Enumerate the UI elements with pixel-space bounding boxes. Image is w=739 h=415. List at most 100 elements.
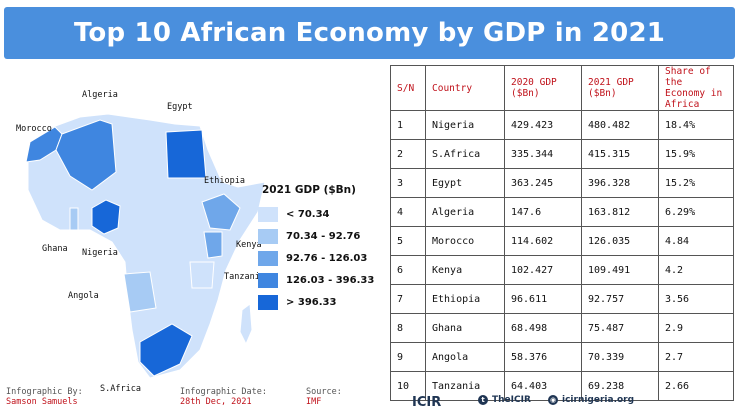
cell-gdp-2020: 363.245 <box>504 168 582 198</box>
cell-sn: 9 <box>390 342 426 372</box>
africa-map: Algeria Egypt Morocco Ethiopia Ghana Nig… <box>0 62 390 394</box>
cell-gdp-2021: 396.328 <box>581 168 659 198</box>
cell-sn: 4 <box>390 197 426 227</box>
title-banner: Top 10 African Economy by GDP in 2021 <box>4 7 735 59</box>
cell-country: Morocco <box>425 226 505 256</box>
cell-share: 6.29% <box>658 197 734 227</box>
cell-share: 2.9 <box>658 313 734 343</box>
label-ghana: Ghana <box>42 244 68 254</box>
legend-item: 126.03 - 396.33 <box>258 269 388 291</box>
header-country: Country <box>425 65 505 111</box>
legend-label: > 396.33 <box>286 296 337 308</box>
cell-country: Ethiopia <box>425 284 505 314</box>
cell-share: 4.84 <box>658 226 734 256</box>
legend-swatch <box>258 206 278 222</box>
table-row: 3 Egypt 363.245 396.328 15.2% <box>390 168 734 198</box>
region-tanzania <box>189 261 215 289</box>
region-ethiopia <box>201 193 241 231</box>
cell-gdp-2020: 58.376 <box>504 342 582 372</box>
label-nigeria: Nigeria <box>82 248 118 258</box>
twitter-handle: TheICIR <box>492 395 531 405</box>
region-kenya <box>203 231 223 259</box>
cell-gdp-2021: 163.812 <box>581 197 659 227</box>
table-row: 8 Ghana 68.498 75.487 2.9 <box>390 313 734 343</box>
footer-source: Source: IMF <box>306 387 342 407</box>
table-row: 9 Angola 58.376 70.339 2.7 <box>390 342 734 372</box>
header-gdp-2020: 2020 GDP ($Bn) <box>504 65 582 111</box>
page-title: Top 10 African Economy by GDP in 2021 <box>73 18 666 48</box>
table-row: 4 Algeria 147.6 163.812 6.29% <box>390 197 734 227</box>
legend-label: 126.03 - 396.33 <box>286 274 375 286</box>
cell-sn: 5 <box>390 226 426 256</box>
cell-gdp-2020: 68.498 <box>504 313 582 343</box>
legend-item: > 396.33 <box>258 291 388 313</box>
table-row: 5 Morocco 114.602 126.035 4.84 <box>390 226 734 256</box>
table-row: 1 Nigeria 429.423 480.482 18.4% <box>390 110 734 140</box>
legend-swatch <box>258 250 278 266</box>
cell-country: Algeria <box>425 197 505 227</box>
cell-country: Egypt <box>425 168 505 198</box>
cell-share: 3.56 <box>658 284 734 314</box>
cell-gdp-2020: 64.403 <box>504 371 582 401</box>
cell-country: Tanzania <box>425 371 505 401</box>
footer-date-label: Infographic Date: <box>180 387 267 397</box>
cell-sn: 10 <box>390 371 426 401</box>
cell-gdp-2021: 126.035 <box>581 226 659 256</box>
legend-swatch <box>258 294 278 310</box>
brand-website[interactable]: ◉ icirnigeria.org <box>548 395 634 405</box>
cell-share: 2.7 <box>658 342 734 372</box>
legend-swatch <box>258 272 278 288</box>
label-angola: Angola <box>68 291 99 301</box>
madagascar <box>239 303 253 346</box>
region-egypt <box>165 129 207 179</box>
legend-title: 2021 GDP ($Bn) <box>262 184 356 196</box>
africa-map-svg <box>25 113 266 379</box>
region-ghana <box>69 207 79 231</box>
header-sn: S/N <box>390 65 426 111</box>
header-gdp-2021: 2021 GDP ($Bn) <box>581 65 659 111</box>
cell-country: Kenya <box>425 255 505 285</box>
cell-gdp-2021: 75.487 <box>581 313 659 343</box>
table-row: 2 S.Africa 335.344 415.315 15.9% <box>390 139 734 169</box>
table-header-row: S/N Country 2020 GDP ($Bn) 2021 GDP ($Bn… <box>390 65 734 111</box>
label-egypt: Egypt <box>167 102 193 112</box>
cell-gdp-2020: 114.602 <box>504 226 582 256</box>
footer-author-label: Infographic By: <box>6 387 83 397</box>
table-row: 6 Kenya 102.427 109.491 4.2 <box>390 255 734 285</box>
table-row: 10 Tanzania 64.403 69.238 2.66 <box>390 371 734 401</box>
cell-gdp-2020: 147.6 <box>504 197 582 227</box>
legend-label: < 70.34 <box>286 208 330 220</box>
cell-sn: 7 <box>390 284 426 314</box>
region-angola <box>123 271 157 313</box>
footer-source-value: IMF <box>306 397 322 407</box>
cell-sn: 6 <box>390 255 426 285</box>
cell-sn: 3 <box>390 168 426 198</box>
cell-share: 4.2 <box>658 255 734 285</box>
label-algeria: Algeria <box>82 90 118 100</box>
cell-gdp-2021: 480.482 <box>581 110 659 140</box>
twitter-icon: t <box>478 395 488 405</box>
brand-twitter[interactable]: t TheICIR <box>478 395 531 405</box>
label-kenya: Kenya <box>236 240 262 250</box>
footer-date: Infographic Date: 28th Dec, 2021 <box>180 387 267 407</box>
table-row: 7 Ethiopia 96.611 92.757 3.56 <box>390 284 734 314</box>
cell-gdp-2020: 102.427 <box>504 255 582 285</box>
label-s-africa: S.Africa <box>100 384 141 394</box>
footer-date-value: 28th Dec, 2021 <box>180 397 252 407</box>
legend-label: 92.76 - 126.03 <box>286 252 368 264</box>
cell-gdp-2020: 335.344 <box>504 139 582 169</box>
website-url: icirnigeria.org <box>562 395 635 405</box>
label-ethiopia: Ethiopia <box>204 176 245 186</box>
cell-gdp-2020: 96.611 <box>504 284 582 314</box>
map-legend: 2021 GDP ($Bn) < 70.34 70.34 - 92.76 92.… <box>258 184 388 313</box>
cell-gdp-2021: 70.339 <box>581 342 659 372</box>
cell-sn: 8 <box>390 313 426 343</box>
cell-sn: 2 <box>390 139 426 169</box>
label-morocco: Morocco <box>16 124 52 134</box>
cell-country: S.Africa <box>425 139 505 169</box>
region-algeria <box>55 119 117 191</box>
cell-country: Ghana <box>425 313 505 343</box>
legend-item: < 70.34 <box>258 203 388 225</box>
cell-gdp-2021: 92.757 <box>581 284 659 314</box>
cell-country: Nigeria <box>425 110 505 140</box>
